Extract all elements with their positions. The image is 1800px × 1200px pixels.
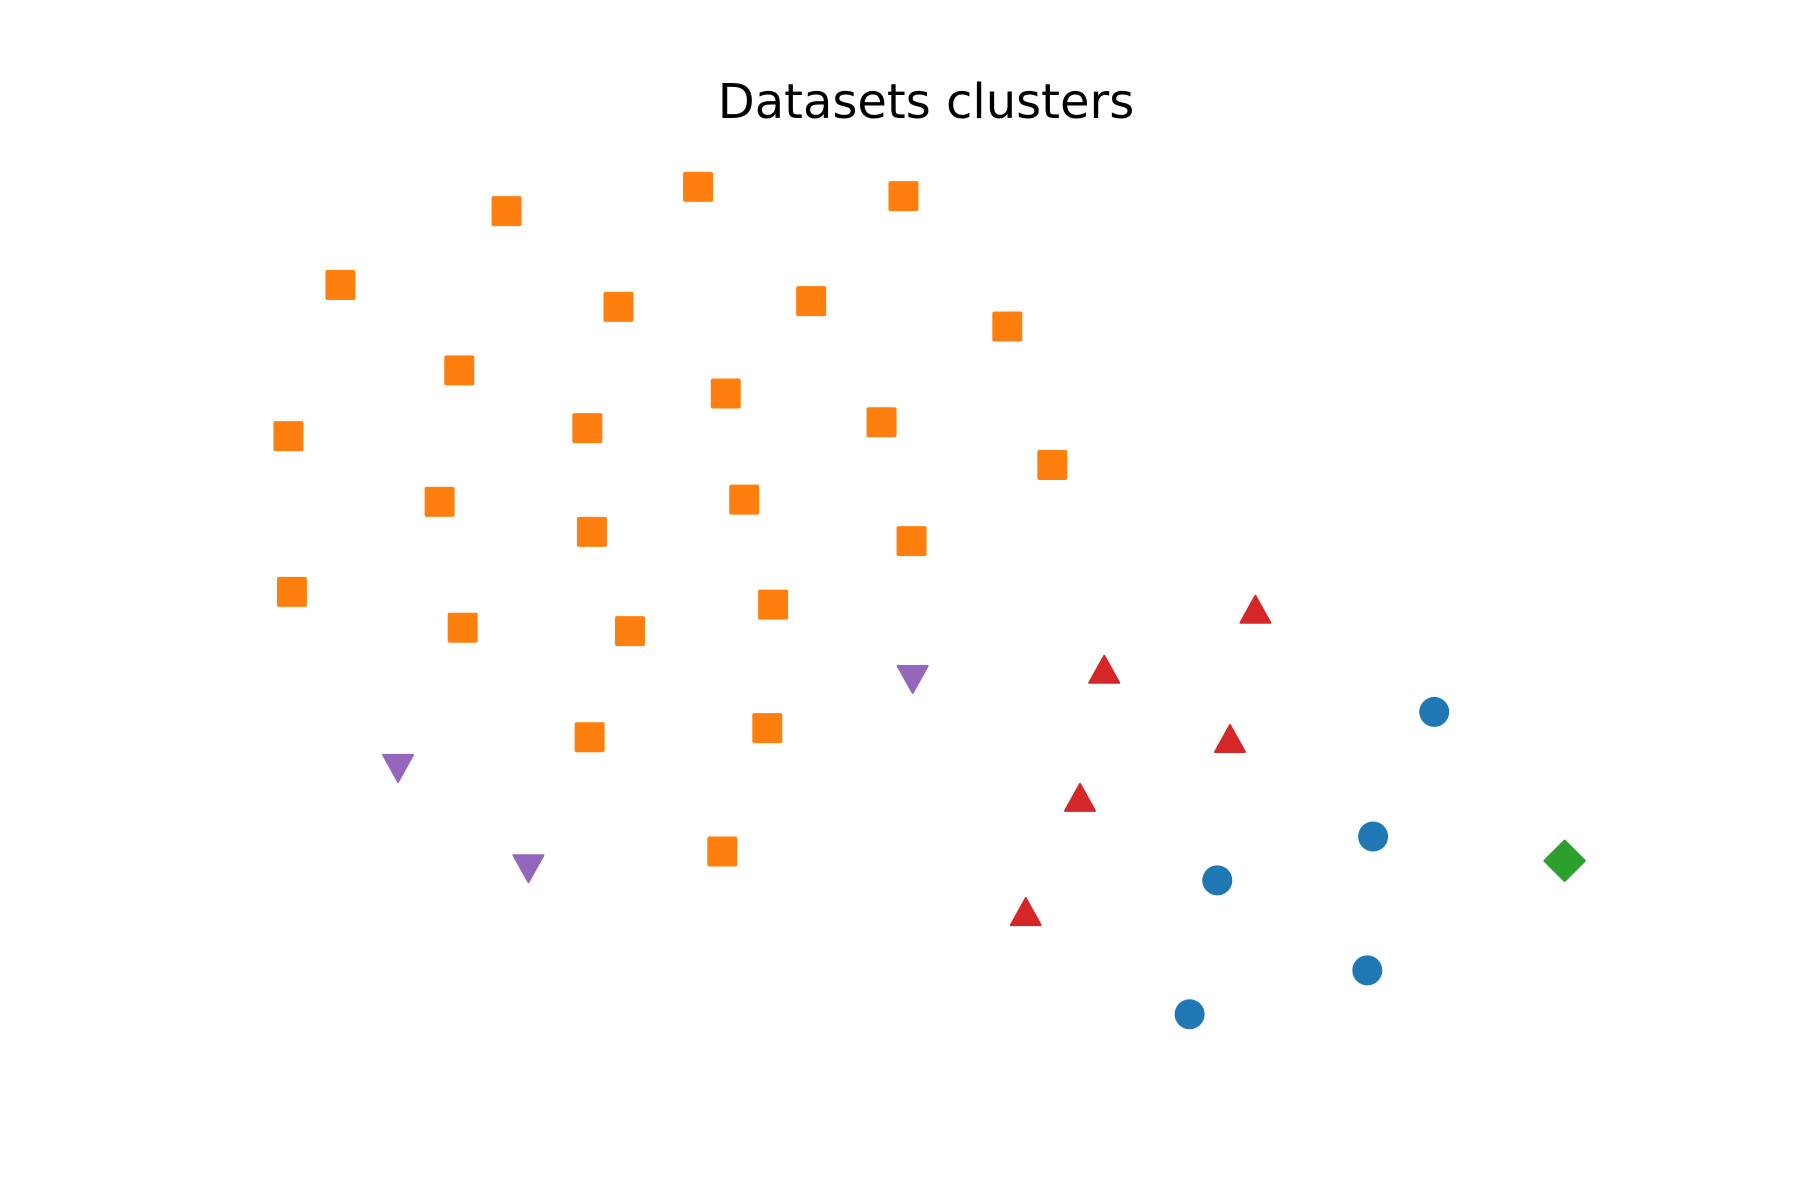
point-triangle-up-3 — [1214, 724, 1246, 754]
point-triangle-up-1 — [1009, 897, 1042, 927]
point-circle-1 — [1174, 999, 1205, 1030]
point-square-6 — [758, 589, 789, 620]
point-square-22 — [491, 196, 522, 227]
point-diamond-1 — [1543, 839, 1586, 883]
point-square-21 — [325, 270, 356, 300]
point-square-15 — [866, 407, 897, 438]
point-square-17 — [444, 355, 475, 386]
point-circle-2 — [1352, 955, 1383, 986]
point-square-4 — [447, 612, 478, 643]
point-square-23 — [683, 171, 714, 202]
point-circle-5 — [1419, 696, 1450, 727]
point-square-16 — [710, 378, 741, 409]
point-square-5 — [615, 616, 645, 647]
point-circle-3 — [1202, 865, 1233, 896]
series-square — [273, 171, 1068, 867]
point-square-1 — [707, 836, 738, 867]
point-square-20 — [796, 286, 827, 317]
point-square-3 — [752, 713, 783, 744]
point-square-2 — [574, 722, 605, 753]
plot-area — [273, 171, 1586, 1030]
point-circle-4 — [1358, 821, 1389, 852]
point-square-18 — [992, 311, 1023, 342]
point-square-14 — [572, 413, 603, 444]
point-square-7 — [276, 576, 307, 607]
point-square-8 — [576, 516, 607, 547]
series-triangle-up — [1009, 594, 1272, 927]
point-triangle-up-5 — [1239, 594, 1272, 624]
point-square-24 — [888, 181, 919, 212]
point-triangle-down-2 — [382, 753, 415, 783]
point-triangle-down-1 — [512, 854, 545, 884]
series-triangle-down — [382, 665, 929, 884]
series-diamond — [1543, 839, 1586, 883]
point-square-13 — [273, 421, 304, 452]
point-triangle-up-4 — [1088, 654, 1121, 684]
series-circle — [1174, 696, 1450, 1030]
point-square-10 — [729, 484, 760, 515]
point-square-19 — [603, 291, 634, 322]
point-square-12 — [1037, 450, 1068, 480]
point-square-9 — [424, 486, 455, 517]
point-triangle-down-3 — [896, 665, 929, 695]
point-square-11 — [896, 526, 927, 557]
point-triangle-up-2 — [1064, 782, 1096, 812]
chart-title: Datasets clusters — [718, 74, 1134, 130]
